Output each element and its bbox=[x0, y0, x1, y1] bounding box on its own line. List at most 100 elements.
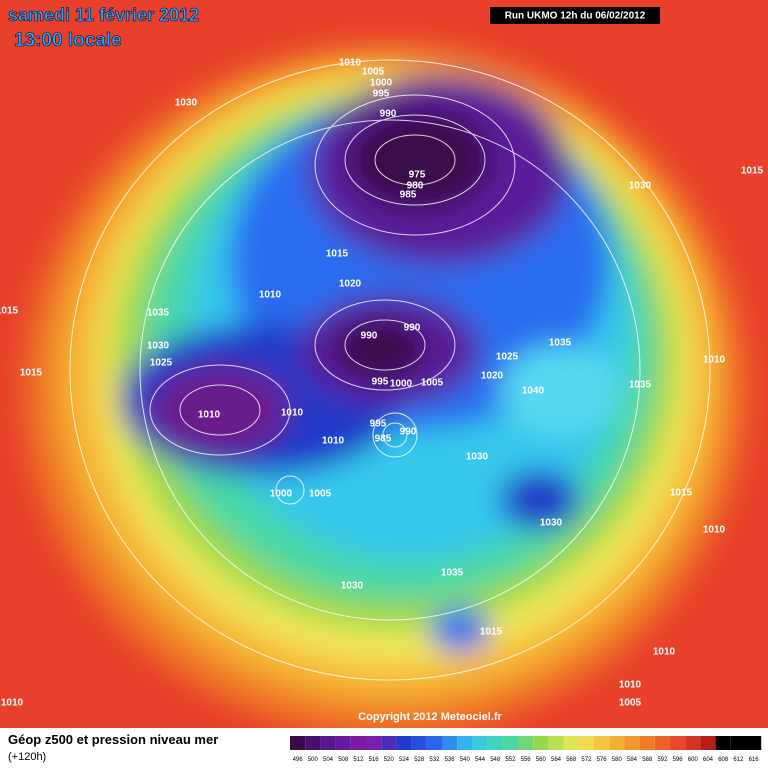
scale-swatch bbox=[563, 736, 579, 750]
pressure-label: 1030 bbox=[629, 181, 652, 192]
scale-swatch bbox=[457, 736, 473, 750]
pressure-label: 1005 bbox=[421, 378, 444, 389]
pressure-label: 1020 bbox=[339, 279, 362, 290]
scale-swatch bbox=[670, 736, 686, 750]
scale-swatch bbox=[502, 736, 518, 750]
pressure-label: 1000 bbox=[370, 78, 393, 89]
scale-swatch bbox=[730, 736, 746, 750]
pressure-label: 1010 bbox=[281, 408, 304, 419]
scale-label: 556 bbox=[521, 757, 532, 763]
pressure-label: 990 bbox=[404, 323, 421, 334]
pressure-label: 1010 bbox=[322, 436, 345, 447]
pressure-label: 1030 bbox=[147, 341, 170, 352]
scale-label: 564 bbox=[551, 757, 562, 763]
scale-label: 604 bbox=[703, 757, 714, 763]
pressure-label: 1015 bbox=[670, 488, 693, 499]
time: 13:00 locale bbox=[14, 30, 122, 51]
pressure-label: 1030 bbox=[175, 98, 198, 109]
scale-label: 612 bbox=[733, 757, 744, 763]
scale-swatch bbox=[335, 736, 351, 750]
pressure-label: 975 bbox=[409, 170, 426, 181]
color-scale: 496 500 504 508 512 516 520 524 528 532 536 540 544 5… bbox=[290, 736, 762, 763]
pressure-label: 990 bbox=[400, 427, 417, 438]
scale-label: 600 bbox=[688, 757, 699, 763]
geopotential-field bbox=[25, 45, 745, 735]
scale-swatch bbox=[366, 736, 382, 750]
scale-swatch bbox=[290, 736, 306, 750]
pressure-label: 1025 bbox=[496, 352, 519, 363]
pressure-label: 1015 bbox=[20, 368, 43, 379]
scale-swatch bbox=[487, 736, 503, 750]
forecast-step: (+120h) bbox=[8, 751, 46, 763]
scale-label: 504 bbox=[323, 757, 334, 763]
pressure-label: 1025 bbox=[150, 358, 173, 369]
scale-swatch bbox=[533, 736, 549, 750]
scale-label: 568 bbox=[566, 757, 577, 763]
scale-swatch bbox=[715, 736, 731, 750]
scale-swatch bbox=[426, 736, 442, 750]
scale-swatch bbox=[320, 736, 336, 750]
pressure-label: 1010 bbox=[198, 410, 221, 421]
scale-label: 572 bbox=[581, 757, 592, 763]
scale-swatch bbox=[442, 736, 458, 750]
pressure-label: 1010 bbox=[653, 647, 676, 658]
pressure-label: 1035 bbox=[549, 338, 572, 349]
scale-swatch bbox=[654, 736, 670, 750]
pressure-label: 1000 bbox=[270, 489, 293, 500]
scale-label: 576 bbox=[597, 757, 608, 763]
scale-swatch bbox=[639, 736, 655, 750]
scale-swatch bbox=[746, 736, 762, 750]
pressure-label: 1035 bbox=[147, 308, 170, 319]
pressure-label: 995 bbox=[370, 419, 387, 430]
pressure-label: 1010 bbox=[259, 290, 282, 301]
scale-label: 580 bbox=[612, 757, 623, 763]
scale-label: 584 bbox=[627, 757, 638, 763]
scale-label: 536 bbox=[445, 757, 456, 763]
pressure-label: 1010 bbox=[1, 698, 24, 709]
scale-label: 528 bbox=[414, 757, 425, 763]
copyright: Copyright 2012 Meteociel.fr bbox=[358, 711, 502, 723]
pressure-label: 1010 bbox=[703, 525, 726, 536]
pressure-label: 1010 bbox=[339, 58, 362, 69]
pressure-label: 1015 bbox=[326, 249, 349, 260]
scale-swatch bbox=[381, 736, 397, 750]
pressure-label: 1000 bbox=[390, 379, 413, 390]
pressure-label: 990 bbox=[361, 331, 378, 342]
pressure-label: 1030 bbox=[540, 518, 563, 529]
scale-label: 588 bbox=[642, 757, 653, 763]
scale-label: 520 bbox=[384, 757, 395, 763]
pressure-label: 1005 bbox=[309, 489, 332, 500]
run-box bbox=[490, 7, 660, 24]
pressure-label: 1040 bbox=[522, 386, 545, 397]
scale-swatch bbox=[578, 736, 594, 750]
scale-label: 524 bbox=[399, 757, 410, 763]
pressure-label: 980 bbox=[407, 181, 424, 192]
scale-swatch bbox=[624, 736, 640, 750]
scale-label: 552 bbox=[505, 757, 516, 763]
scale-label: 548 bbox=[490, 757, 501, 763]
pressure-label: 1015 bbox=[480, 627, 503, 638]
scale-label: 516 bbox=[369, 757, 380, 763]
scale-swatch bbox=[594, 736, 610, 750]
scale-label: 512 bbox=[353, 757, 364, 763]
scale-swatch bbox=[472, 736, 488, 750]
scale-swatch bbox=[609, 736, 625, 750]
pressure-label: 990 bbox=[380, 109, 397, 120]
scale-label: 532 bbox=[429, 757, 440, 763]
pressure-label: 1035 bbox=[441, 568, 464, 579]
isobars bbox=[69, 59, 711, 681]
legend-title: Géop z500 et pression niveau mer bbox=[8, 732, 218, 747]
pressure-label: 1020 bbox=[481, 371, 504, 382]
scale-swatch bbox=[548, 736, 564, 750]
scale-label: 508 bbox=[338, 757, 349, 763]
scale-label: 500 bbox=[308, 757, 319, 763]
scale-label: 596 bbox=[673, 757, 684, 763]
pressure-label: 1010 bbox=[619, 680, 642, 691]
scale-swatch bbox=[700, 736, 716, 750]
scale-label: 608 bbox=[718, 757, 729, 763]
scale-swatch bbox=[411, 736, 427, 750]
scale-label: 540 bbox=[460, 757, 471, 763]
scale-label: 616 bbox=[749, 757, 760, 763]
